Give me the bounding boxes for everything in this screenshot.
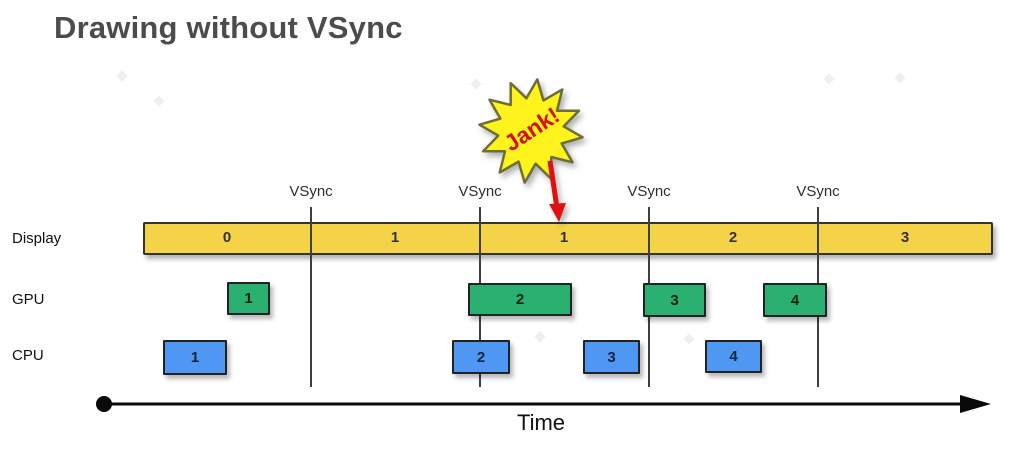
display-frame-2: 2 <box>728 229 738 246</box>
vsync-label-4: VSync <box>796 183 840 200</box>
gpu-frame-2: 2 <box>468 283 572 316</box>
jank-arrow-head <box>549 203 566 222</box>
gpu-frame-4: 4 <box>763 283 827 317</box>
background-artifact <box>116 70 128 82</box>
cpu-frame-4: 4 <box>705 340 762 373</box>
time-axis-label: Time <box>516 410 566 435</box>
jank-burst <box>478 78 584 222</box>
diagram-title: Drawing without VSync <box>54 10 403 45</box>
vsync-label-1: VSync <box>289 183 333 200</box>
cpu-frame-1: 1 <box>163 340 227 375</box>
background-artifact <box>823 73 835 85</box>
vsync-line-1 <box>310 207 312 387</box>
display-frame-0: 0 <box>222 229 232 246</box>
background-artifact <box>683 333 695 345</box>
display-frame-1-repeated: 1 <box>559 229 569 246</box>
row-label-cpu: CPU <box>12 347 44 364</box>
row-label-display: Display <box>12 230 62 247</box>
cpu-frame-3: 3 <box>583 340 640 374</box>
background-artifact <box>534 331 546 343</box>
row-label-gpu: GPU <box>12 291 45 308</box>
jank-arrow-shaft <box>547 160 560 209</box>
vsync-label-2: VSync <box>458 183 502 200</box>
gpu-frame-1: 1 <box>227 282 270 315</box>
jank-star-shape <box>478 78 584 184</box>
time-axis <box>96 395 991 413</box>
display-frame-1: 1 <box>390 229 400 246</box>
background-artifact <box>153 95 165 107</box>
cpu-frame-2: 2 <box>452 340 510 374</box>
gpu-frame-3: 3 <box>643 283 706 317</box>
background-artifact <box>894 72 906 84</box>
time-axis-arrowhead <box>960 395 991 413</box>
display-bar <box>143 222 993 255</box>
display-frame-3: 3 <box>900 229 910 246</box>
vsync-label-3: VSync <box>627 183 671 200</box>
